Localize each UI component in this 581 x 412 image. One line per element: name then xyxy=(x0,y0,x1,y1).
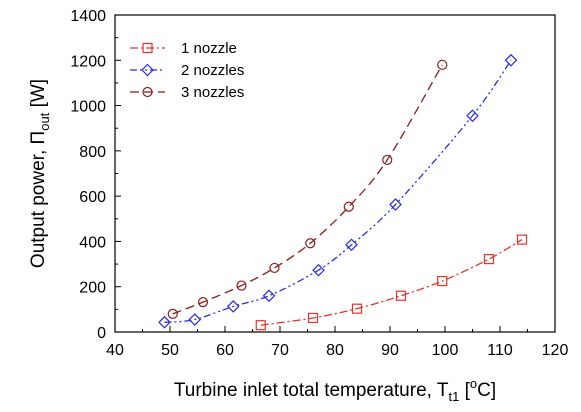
data-point xyxy=(466,109,479,123)
series-line xyxy=(164,59,512,323)
x-tick-label: 70 xyxy=(271,342,289,359)
data-point xyxy=(395,290,407,301)
y-tick-label: 600 xyxy=(79,189,106,206)
x-axis-title: Turbine inlet total temperature, Tt1 [oC… xyxy=(174,376,496,404)
data-point xyxy=(382,154,393,166)
data-point xyxy=(262,289,276,303)
y-tick-label: 400 xyxy=(79,234,106,251)
y-tick-label: 0 xyxy=(97,325,106,342)
data-point xyxy=(226,300,240,313)
legend-entry: 1 nozzle xyxy=(130,40,237,57)
y-axis-title-main: Output power, Π xyxy=(28,131,49,268)
x-axis-title-tail: C] xyxy=(477,380,496,401)
data-point xyxy=(437,275,448,287)
data-point xyxy=(343,201,354,212)
series-1 xyxy=(255,234,528,331)
data-point xyxy=(167,308,178,319)
x-tick-label: 60 xyxy=(216,342,234,359)
legend-label: 3 nozzles xyxy=(181,84,244,101)
y-tick-label: 1000 xyxy=(70,99,106,116)
y-axis-title-tail: [W] xyxy=(28,79,49,113)
data-point xyxy=(197,297,209,308)
x-axis-title-sup: o xyxy=(470,376,477,391)
series-2 xyxy=(158,53,518,329)
y-tick-label: 1400 xyxy=(70,8,106,25)
legend: 1 nozzle 2 nozzles 3 nozzles xyxy=(130,40,244,101)
legend-marker xyxy=(142,42,153,54)
data-point xyxy=(307,312,319,324)
data-point xyxy=(312,263,325,277)
series-3 xyxy=(167,59,448,319)
legend-entry: 2 nozzles xyxy=(130,62,244,79)
data-point xyxy=(345,238,358,252)
data-point xyxy=(483,253,495,265)
x-tick-label: 50 xyxy=(161,342,179,359)
data-point xyxy=(516,234,528,245)
data-point xyxy=(236,280,247,291)
y-axis: 0 200 400 600 800 1000 1200 1400 xyxy=(70,8,121,342)
data-point xyxy=(389,198,402,211)
legend-marker xyxy=(141,63,154,77)
x-tick-label: 80 xyxy=(326,342,344,359)
legend-label: 1 nozzle xyxy=(181,40,237,57)
series-layer xyxy=(158,53,528,331)
series-line xyxy=(260,239,523,326)
x-tick-label: 90 xyxy=(381,342,399,359)
legend-label: 2 nozzles xyxy=(181,62,244,79)
data-point xyxy=(269,262,280,274)
x-axis-title-main: Turbine inlet total temperature, T xyxy=(174,380,449,401)
x-axis-title-sub: t1 xyxy=(448,389,459,404)
x-tick-label: 110 xyxy=(487,342,513,359)
y-axis-title-sub: out xyxy=(37,112,52,130)
x-tick-label: 100 xyxy=(432,342,459,359)
data-point xyxy=(255,320,266,331)
x-axis-title-after: [ xyxy=(459,380,470,401)
x-tick-label: 120 xyxy=(542,342,569,359)
y-tick-label: 200 xyxy=(79,280,106,297)
data-point xyxy=(158,315,171,329)
legend-entry: 3 nozzles xyxy=(130,84,244,101)
data-point xyxy=(437,59,448,70)
data-point xyxy=(305,238,316,249)
data-point xyxy=(188,313,202,326)
x-tick-label: 40 xyxy=(106,342,124,359)
legend-marker xyxy=(142,86,153,98)
y-axis-title: Output power, Πout [W] xyxy=(28,79,52,268)
y-tick-label: 1200 xyxy=(70,53,106,70)
data-point xyxy=(504,53,518,67)
y-tick-label: 800 xyxy=(79,144,106,161)
data-point xyxy=(351,303,363,314)
x-axis: 40 50 60 70 80 90 100 110 120 xyxy=(106,326,568,359)
series-line xyxy=(172,64,443,315)
